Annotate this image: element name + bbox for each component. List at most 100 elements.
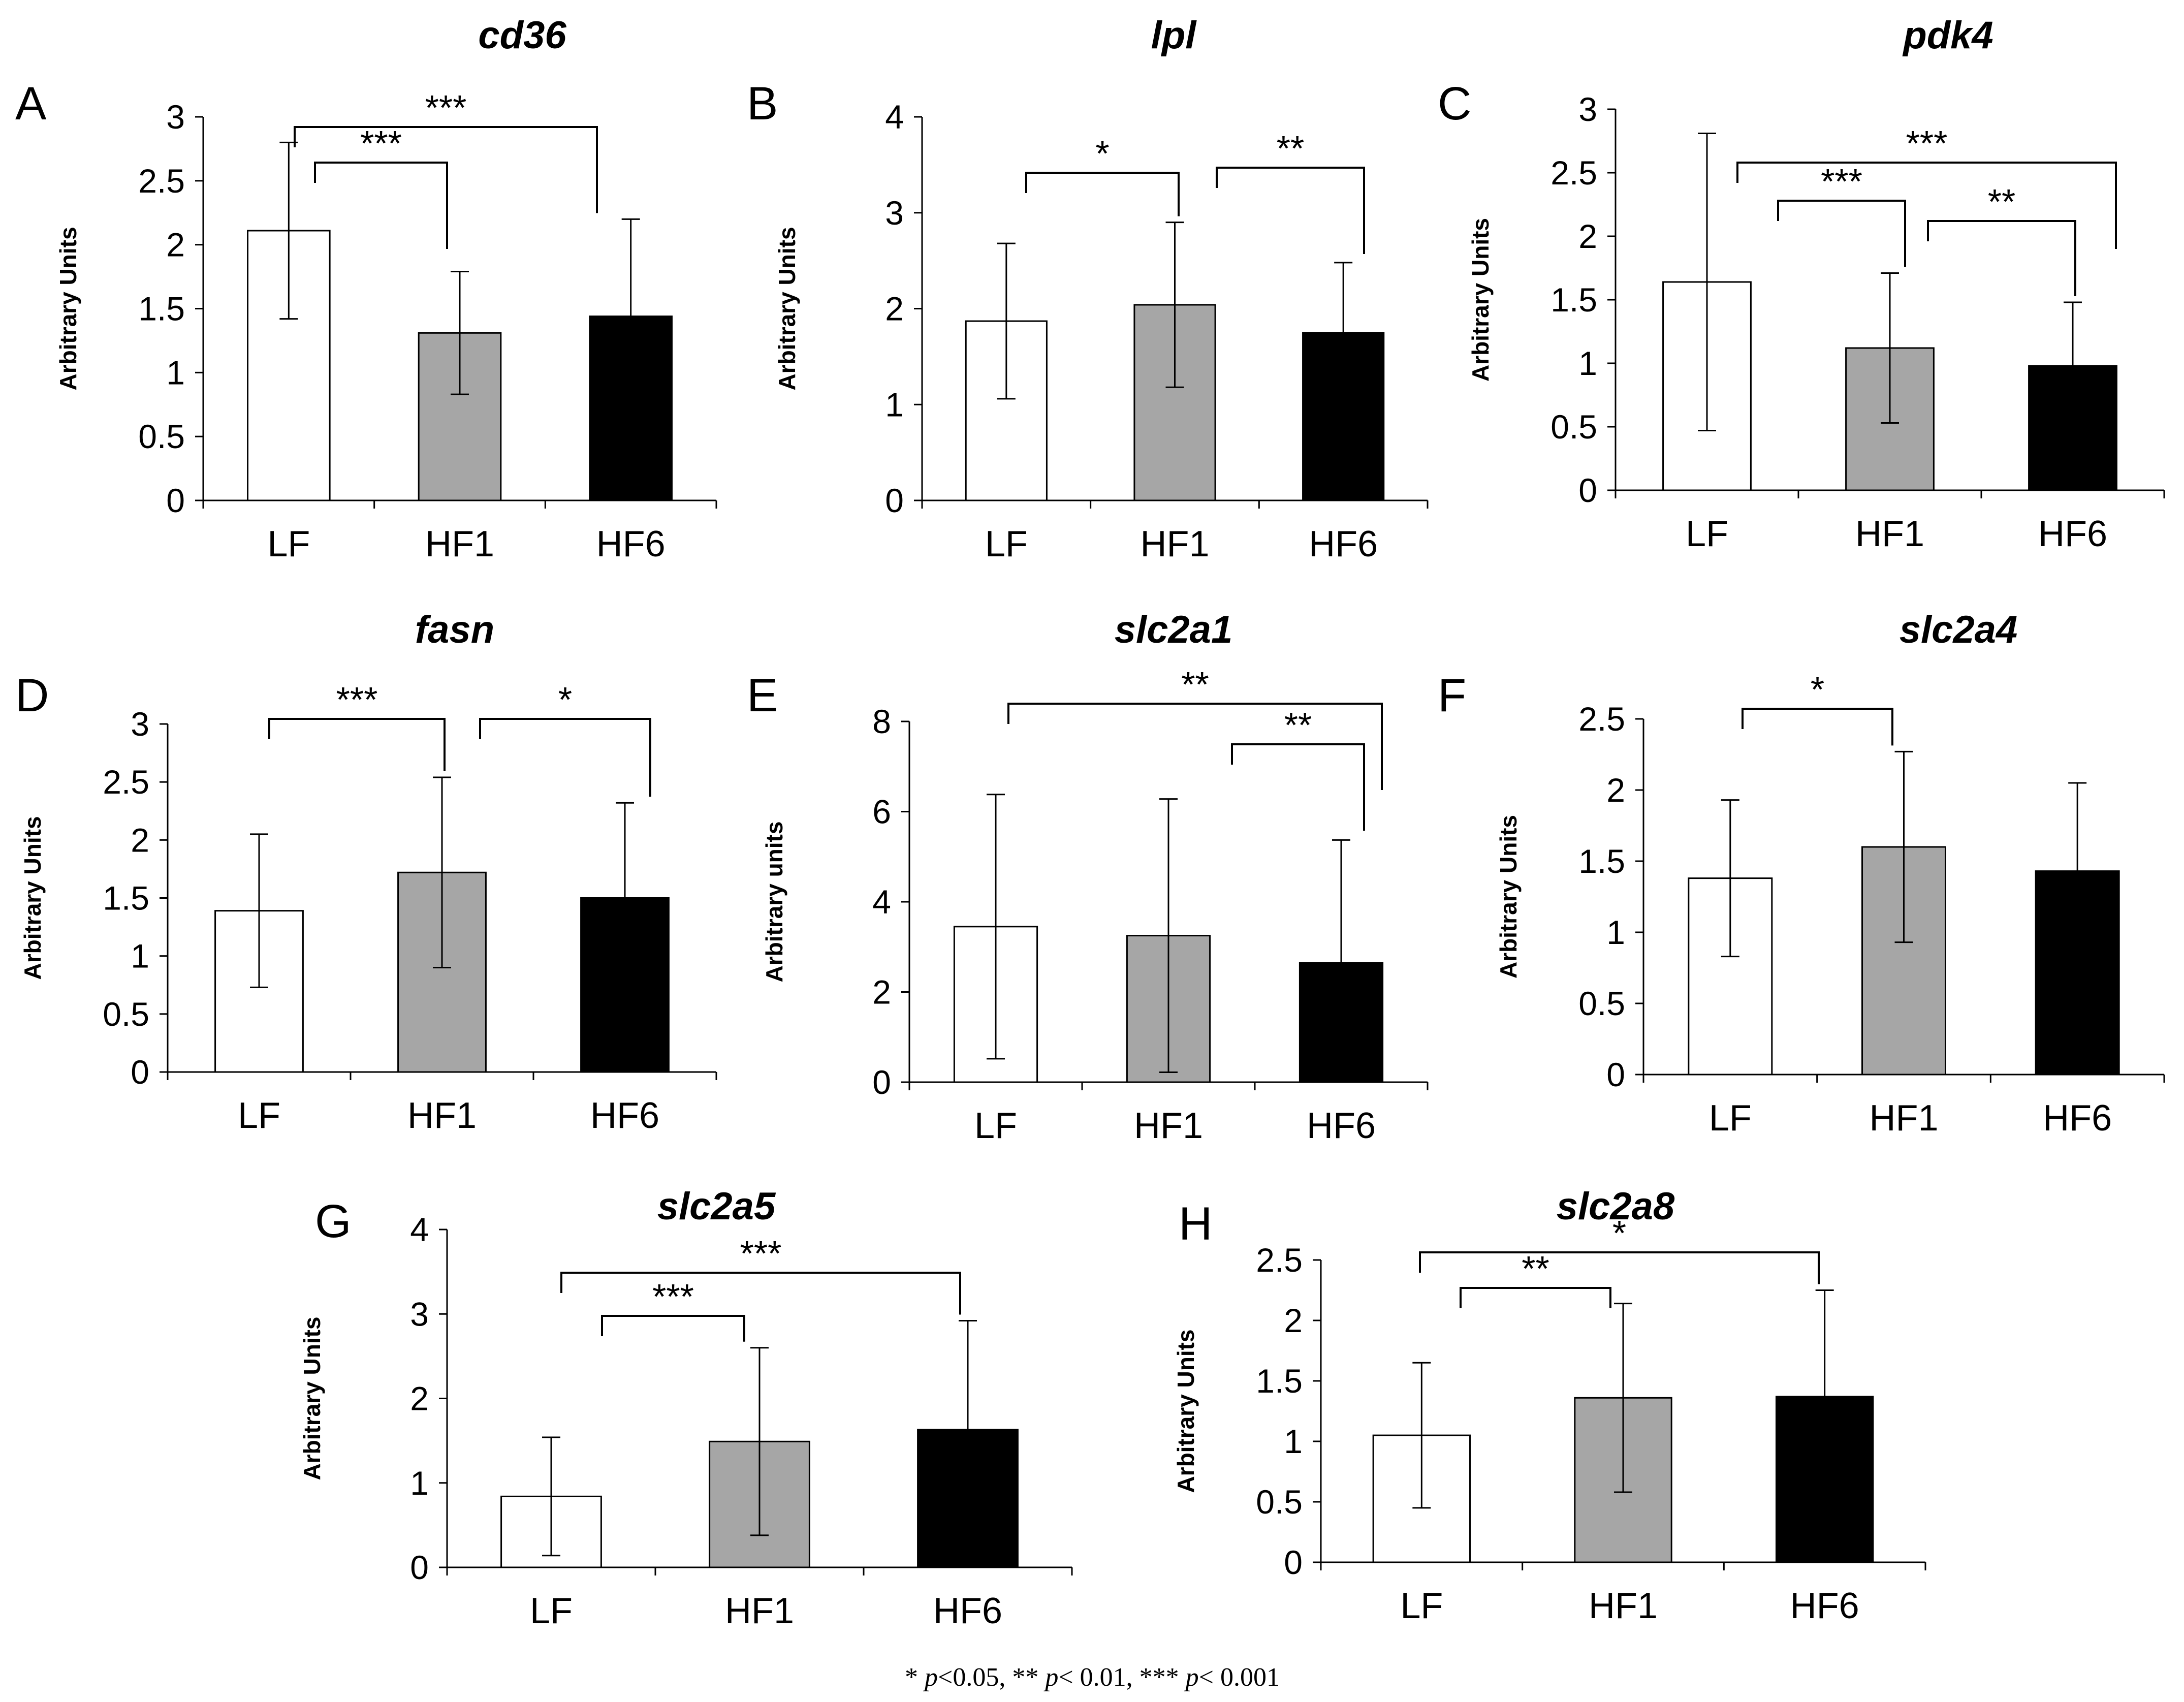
x-category-label: LF: [1709, 1098, 1752, 1139]
significance-bracket: [268, 718, 446, 772]
y-tick-label: 2: [410, 1380, 429, 1417]
panel-title: cd36: [478, 14, 566, 57]
x-category-label: HF1: [407, 1095, 477, 1136]
panel-title: slc2a8: [1557, 1185, 1675, 1228]
panel-letter: B: [747, 78, 778, 130]
significance-label: **: [1181, 665, 1209, 704]
panel-letter: C: [1438, 78, 1471, 130]
x-category-label: LF: [1400, 1586, 1443, 1626]
significance-bracket: [1007, 703, 1383, 790]
significance-label: **: [1522, 1249, 1549, 1288]
y-axis-label: Arbitrary Units: [55, 227, 81, 390]
x-category-label: HF1: [1589, 1586, 1658, 1626]
y-tick-label: 2.5: [1256, 1241, 1303, 1279]
significance-label: **: [1277, 129, 1304, 168]
significance-bracket: [1460, 1287, 1611, 1308]
x-category-label: HF1: [1869, 1098, 1938, 1139]
y-tick-label: 2.5: [1550, 154, 1597, 192]
significance-bracket: [1216, 167, 1365, 254]
significance-bracket: [601, 1315, 745, 1342]
y-axis-label: Arbitrary Units: [1495, 815, 1522, 979]
footnote-part: p: [923, 1663, 938, 1692]
y-tick-label: 1.5: [1550, 281, 1597, 319]
x-category-label: HF6: [2038, 514, 2107, 554]
panel-title: lpl: [1151, 14, 1197, 57]
y-tick-label: 2: [166, 226, 185, 264]
significance-bracket: [479, 718, 651, 797]
significance-bracket: [1927, 220, 2076, 296]
y-tick-label: 1: [131, 937, 149, 975]
y-tick-label: 1: [885, 386, 904, 423]
significance-bracket: [294, 126, 598, 213]
significance-bracket: [1025, 172, 1180, 216]
y-tick-label: 1: [1606, 913, 1625, 951]
panel-title: slc2a4: [1900, 608, 2017, 651]
y-axis-label: Arbitrary Units: [774, 227, 800, 390]
y-tick-label: 1.5: [103, 879, 149, 917]
y-tick-label: 1: [166, 354, 185, 391]
significance-label: *: [1612, 1213, 1626, 1253]
y-tick-label: 1.5: [1578, 842, 1625, 880]
y-tick-label: 2: [1578, 217, 1597, 255]
significance-bracket: [1736, 162, 2117, 249]
y-tick-label: 0.5: [138, 418, 185, 455]
x-category-label: HF6: [2043, 1098, 2112, 1139]
footnote-part: < 0.001: [1199, 1663, 1280, 1692]
y-tick-label: 4: [872, 883, 891, 921]
significance-label: *: [558, 680, 572, 719]
footnote-part: *: [905, 1663, 925, 1692]
y-tick-label: 0.5: [1550, 408, 1597, 446]
significance-label: ***: [740, 1234, 782, 1273]
significance-label: ***: [652, 1277, 694, 1316]
y-tick-label: 0.5: [103, 995, 149, 1033]
y-axis-label: Arbitrary Units: [1173, 1329, 1199, 1493]
y-tick-label: 2: [885, 290, 904, 328]
y-tick-label: 3: [410, 1295, 429, 1333]
x-category-label: HF6: [596, 524, 666, 564]
footnote-part: < 0.01, ***: [1058, 1663, 1185, 1692]
significance-bracket: [1742, 708, 1893, 746]
y-tick-label: 0: [410, 1549, 429, 1586]
significance-label: *: [1095, 134, 1109, 173]
panel-letter: G: [315, 1195, 352, 1247]
footnote-part: p: [1043, 1663, 1058, 1692]
x-category-label: HF6: [933, 1591, 1002, 1631]
panel-letter: F: [1438, 670, 1466, 721]
footnote-part: p: [1184, 1663, 1199, 1692]
y-axis-label: Arbitrary Units: [1467, 218, 1494, 382]
y-tick-label: 0.5: [1256, 1483, 1303, 1521]
y-tick-label: 4: [885, 98, 904, 136]
y-tick-label: 2: [131, 821, 149, 859]
footnote-part: <0.05, **: [938, 1663, 1045, 1692]
x-category-label: LF: [985, 524, 1028, 564]
x-category-label: HF6: [1309, 524, 1378, 564]
panel-title: slc2a5: [657, 1185, 776, 1228]
x-category-label: LF: [1686, 514, 1728, 554]
y-tick-label: 2: [1284, 1302, 1303, 1339]
y-tick-label: 0: [1284, 1543, 1303, 1581]
y-tick-label: 0: [1606, 1056, 1625, 1093]
x-category-label: LF: [267, 524, 310, 564]
significance-bracket: [1777, 200, 1906, 267]
y-tick-label: 2.5: [103, 763, 149, 801]
y-tick-label: 3: [131, 705, 149, 743]
significance-label: ***: [336, 680, 378, 719]
panel-title: fasn: [415, 608, 494, 651]
y-tick-label: 1.5: [138, 290, 185, 328]
x-category-label: HF1: [1134, 1106, 1203, 1146]
x-category-label: LF: [974, 1106, 1017, 1146]
panel-letter: A: [15, 78, 47, 130]
y-tick-label: 2.5: [138, 162, 185, 200]
y-tick-label: 0: [166, 482, 185, 519]
y-tick-label: 0: [872, 1063, 891, 1101]
y-axis-label: Arbitrary Units: [19, 816, 46, 980]
panel-letter: D: [15, 670, 49, 721]
y-tick-label: 2: [872, 973, 891, 1011]
y-tick-label: 4: [410, 1211, 429, 1248]
y-tick-label: 0: [1578, 471, 1597, 509]
